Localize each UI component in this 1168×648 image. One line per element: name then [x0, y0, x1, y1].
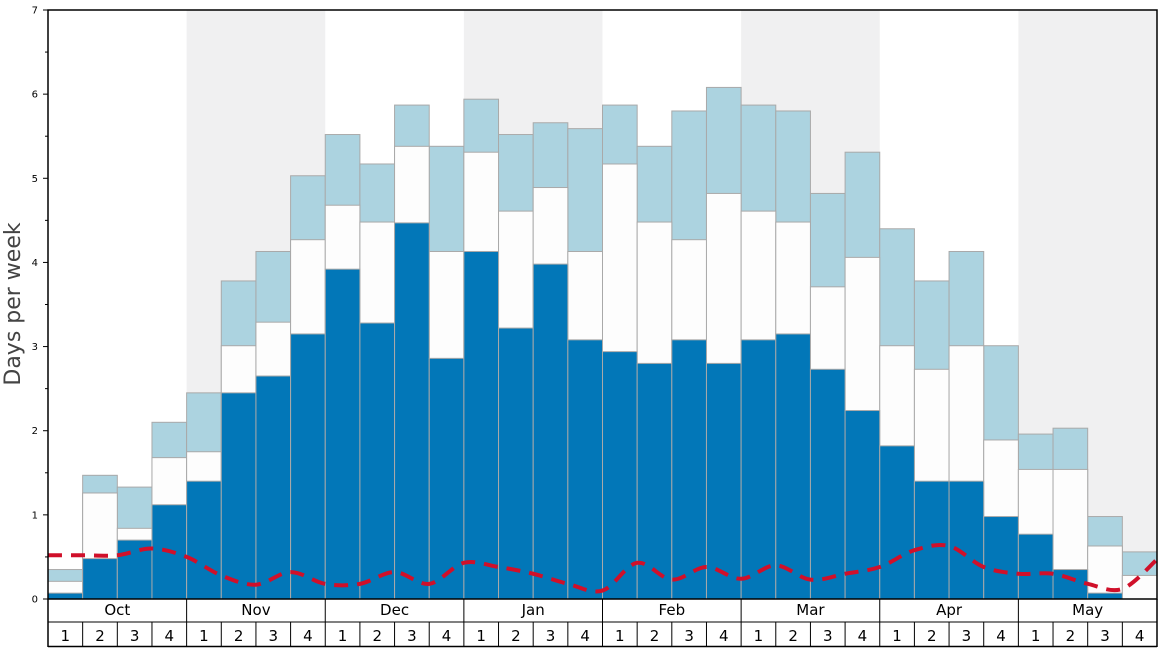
y-tick-label: 0 [32, 595, 38, 606]
week-label: 4 [858, 627, 868, 645]
week-label: 4 [303, 627, 313, 645]
y-tick-label: 2 [32, 426, 38, 437]
bar-dark [1087, 592, 1123, 600]
bar-dark [290, 333, 326, 600]
bar-dark [671, 339, 707, 600]
bar-dark [255, 375, 292, 600]
bar-dark [324, 268, 361, 600]
week-label: 2 [650, 627, 660, 645]
week-label: 4 [165, 627, 175, 645]
bar-dark [1052, 569, 1089, 600]
week-label: 1 [892, 627, 902, 645]
bar-dark [844, 410, 881, 600]
bar-dark [1017, 533, 1054, 600]
bar-dark [186, 480, 222, 600]
bar-dark [809, 368, 846, 600]
y-tick-label: 6 [32, 90, 38, 101]
week-label: 3 [684, 627, 694, 645]
trend-line [47, 542, 1159, 594]
y-tick-label: 7 [32, 6, 38, 17]
y-tick-label: 5 [32, 174, 38, 185]
week-label: 1 [1031, 627, 1041, 645]
bar-dark [428, 357, 465, 600]
month-label-oct: Oct [104, 601, 130, 619]
week-label: 3 [962, 627, 972, 645]
week-label: 1 [476, 627, 486, 645]
week-label: 3 [1100, 627, 1110, 645]
bar-dark [463, 250, 500, 600]
bar-dark [879, 445, 915, 600]
bar-dark [775, 333, 811, 600]
month-label-nov: Nov [241, 601, 270, 619]
y-axis-label: Days per week [1, 222, 26, 385]
y-tick-label: 3 [32, 342, 38, 353]
month-label-feb: Feb [659, 601, 686, 619]
bar-dark [359, 322, 396, 600]
month-label-dec: Dec [380, 601, 409, 619]
week-label: 3 [407, 627, 417, 645]
week-label: 4 [996, 627, 1006, 645]
week-label: 3 [130, 627, 140, 645]
week-label: 3 [268, 627, 278, 645]
month-label-apr: Apr [936, 601, 963, 619]
bar-dark [82, 558, 118, 600]
y-tick-label: 1 [32, 510, 38, 521]
bar-dark [220, 392, 257, 600]
week-label: 4 [580, 627, 590, 645]
bar-dark [740, 339, 777, 600]
y-tick-label: 4 [32, 258, 38, 269]
x-axis: Oct 1 2 3 4 Nov 1 2 3 4 Dec 1 2 3 4 Jan 1 2 3 4 Feb 1 2 3 4 Mar 1 2… [47, 599, 1158, 648]
week-label: 3 [546, 627, 556, 645]
bar-dark [394, 222, 430, 600]
week-label: 1 [754, 627, 764, 645]
bar-dark [948, 480, 985, 600]
week-label: 3 [823, 627, 833, 645]
month-label-mar: Mar [796, 601, 825, 619]
week-label: 2 [511, 627, 521, 645]
week-label: 1 [615, 627, 625, 645]
month-label-jan: Jan [521, 601, 545, 619]
trend-line-group [47, 542, 1159, 594]
y-axis: 0 1 2 3 4 5 6 7 [32, 6, 48, 606]
week-label: 2 [234, 627, 244, 645]
bar-dark [498, 327, 534, 600]
bar-dark [47, 592, 84, 600]
week-label: 2 [95, 627, 105, 645]
week-label: 2 [372, 627, 382, 645]
bar-dark [567, 339, 603, 600]
week-label: 2 [927, 627, 937, 645]
week-label: 4 [442, 627, 452, 645]
week-label: 4 [719, 627, 729, 645]
week-label: 1 [199, 627, 209, 645]
week-label: 2 [788, 627, 798, 645]
bar-dark [532, 263, 569, 600]
week-label: 2 [1066, 627, 1076, 645]
bar-dark [602, 351, 638, 600]
week-label: 1 [61, 627, 71, 645]
month-label-may: May [1072, 601, 1103, 619]
bar-dark [983, 516, 1019, 600]
week-label: 4 [1135, 627, 1145, 645]
bar-dark [913, 480, 950, 600]
bar-dark [705, 362, 742, 600]
week-label: 1 [338, 627, 348, 645]
